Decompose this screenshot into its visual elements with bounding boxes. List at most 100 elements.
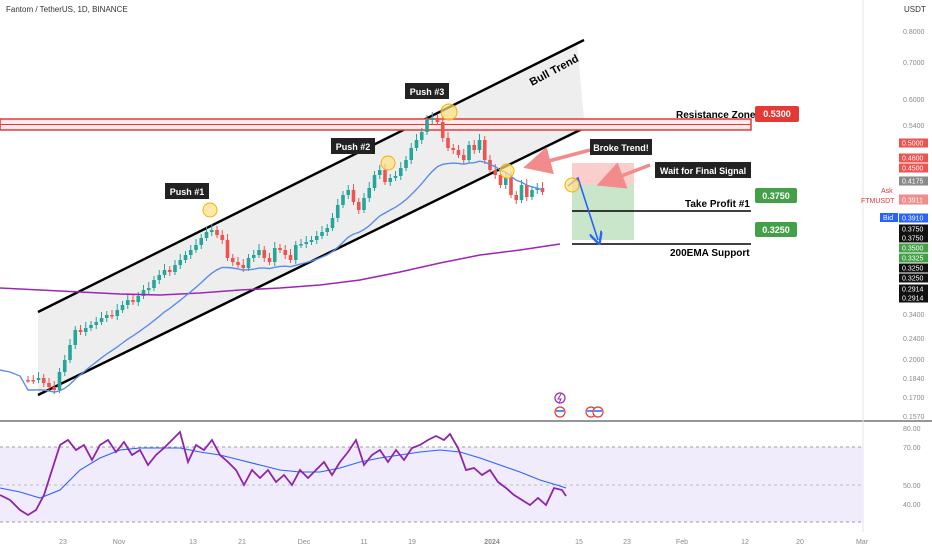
candle-body — [278, 248, 282, 250]
price-tick-label: 0.2400 — [903, 336, 925, 343]
ema-200-line[interactable] — [0, 243, 561, 296]
candle-body — [146, 288, 151, 290]
price-axis[interactable]: 0.8000 0.7000 0.6000 0.5400 0.3400 0.2400 0.20… — [903, 29, 925, 421]
ema-support-label: 200EMA Support — [670, 248, 750, 259]
candle-body — [446, 138, 450, 148]
candle-body — [41, 378, 46, 383]
time-tick-label: Dec — [298, 539, 311, 546]
candle-body — [57, 372, 62, 390]
candle-body — [503, 178, 508, 185]
lightning-icon[interactable] — [554, 392, 566, 404]
candle-body — [477, 140, 482, 150]
symbol-title: Fantom / TetherUS, 1D, BINANCE — [6, 5, 128, 14]
candle-body — [299, 244, 303, 246]
candle-body — [220, 235, 225, 240]
time-tick-label: 15 — [575, 539, 583, 546]
wait-signal-arrow[interactable] — [596, 162, 651, 189]
lightning-glyph — [557, 393, 562, 404]
candle-body — [440, 122, 445, 138]
candle-body — [346, 190, 351, 195]
price-tag-text: 0.3500 — [902, 246, 924, 253]
break-marker[interactable] — [499, 163, 515, 179]
time-tick-label: Mar — [856, 539, 869, 546]
candle-body — [540, 188, 545, 192]
candle-body — [83, 328, 88, 332]
broke-trend-arrow[interactable] — [523, 147, 591, 175]
candle-body — [110, 315, 114, 317]
channel-upper-line[interactable] — [37, 38, 585, 314]
candle-body — [62, 360, 67, 372]
candle-body — [288, 255, 293, 260]
price-tag-text: 0.4500 — [902, 166, 924, 173]
push3-marker[interactable] — [440, 103, 458, 121]
price-tag-text: 0.3911 — [902, 198, 923, 205]
us-flag-icon[interactable] — [554, 406, 566, 418]
rsi-band — [0, 447, 863, 522]
price-tick-label: 0.8000 — [903, 29, 925, 36]
price-tick-label: 0.3400 — [903, 312, 925, 319]
currency-label[interactable]: USDT — [904, 5, 926, 14]
candle-body — [78, 330, 83, 332]
candle-body — [293, 245, 298, 260]
candle-body — [309, 240, 314, 242]
candle-body — [461, 155, 466, 160]
candle-body — [367, 188, 372, 198]
price-tag-badge — [899, 195, 928, 205]
candle-body — [451, 148, 456, 150]
candle-body — [162, 270, 167, 275]
candle-body — [435, 118, 440, 122]
candle-body — [430, 118, 435, 120]
candle-body — [225, 240, 230, 258]
candle-body — [524, 185, 529, 197]
ema-fast-line[interactable] — [0, 160, 543, 393]
candle-body — [215, 230, 219, 235]
candle-body — [99, 318, 104, 322]
take-profit-zone[interactable] — [572, 185, 634, 240]
price-tag-text: 0.4600 — [902, 156, 924, 163]
price-tick-label: 0.2000 — [903, 357, 925, 364]
time-tick-label: 23 — [59, 539, 67, 546]
price-tag-badge — [899, 163, 928, 173]
candle-body — [167, 270, 172, 272]
price-tag-badge — [899, 293, 928, 303]
signal-marker[interactable] — [564, 177, 580, 193]
candle-body — [372, 175, 377, 188]
candle-body — [209, 230, 214, 232]
candle-body — [341, 195, 345, 205]
ema-price-badge — [755, 222, 797, 237]
time-tick-label: 20 — [796, 539, 804, 546]
rsi-ma-line[interactable] — [0, 447, 567, 499]
time-tick-label: 12 — [741, 539, 749, 546]
rsi-tick-label: 70.00 — [903, 445, 921, 452]
push2-label-box — [331, 138, 375, 154]
candle-body — [115, 310, 120, 316]
price-tag-text: 0.5000 — [902, 141, 924, 148]
rsi-line[interactable] — [0, 430, 567, 517]
candle-body — [230, 258, 235, 262]
candle-body — [530, 190, 534, 197]
ticker-tag: FTMUSDT — [861, 198, 895, 205]
candle-body — [493, 170, 498, 175]
push1-marker[interactable] — [202, 202, 218, 218]
us-flag-icon-3[interactable] — [592, 406, 604, 418]
time-tick-label: 11 — [360, 539, 367, 546]
candle-body — [320, 232, 324, 236]
candle-body — [377, 170, 382, 175]
time-tick-label: 23 — [623, 539, 631, 546]
candle-body — [152, 280, 156, 288]
push3-label-box — [405, 83, 449, 99]
price-tag-text: 0.3910 — [902, 216, 924, 223]
time-axis[interactable]: 23 Nov 13 21 Dec 11 19 2024 15 23 Feb 12 20 Mar — [59, 539, 869, 546]
candle-body — [236, 262, 240, 265]
bid-badge — [880, 213, 898, 222]
candle-body — [335, 205, 340, 218]
price-tick-label: 0.1570 — [903, 414, 925, 421]
candle-body — [356, 202, 361, 210]
price-tick-label: 0.5400 — [903, 123, 925, 130]
rsi-axis[interactable]: 80.00 70.00 50.00 40.00 — [903, 426, 921, 509]
candle-body — [398, 168, 403, 176]
candle-body — [194, 245, 198, 250]
push2-marker[interactable] — [380, 155, 396, 171]
time-tick-label: 21 — [238, 539, 246, 546]
